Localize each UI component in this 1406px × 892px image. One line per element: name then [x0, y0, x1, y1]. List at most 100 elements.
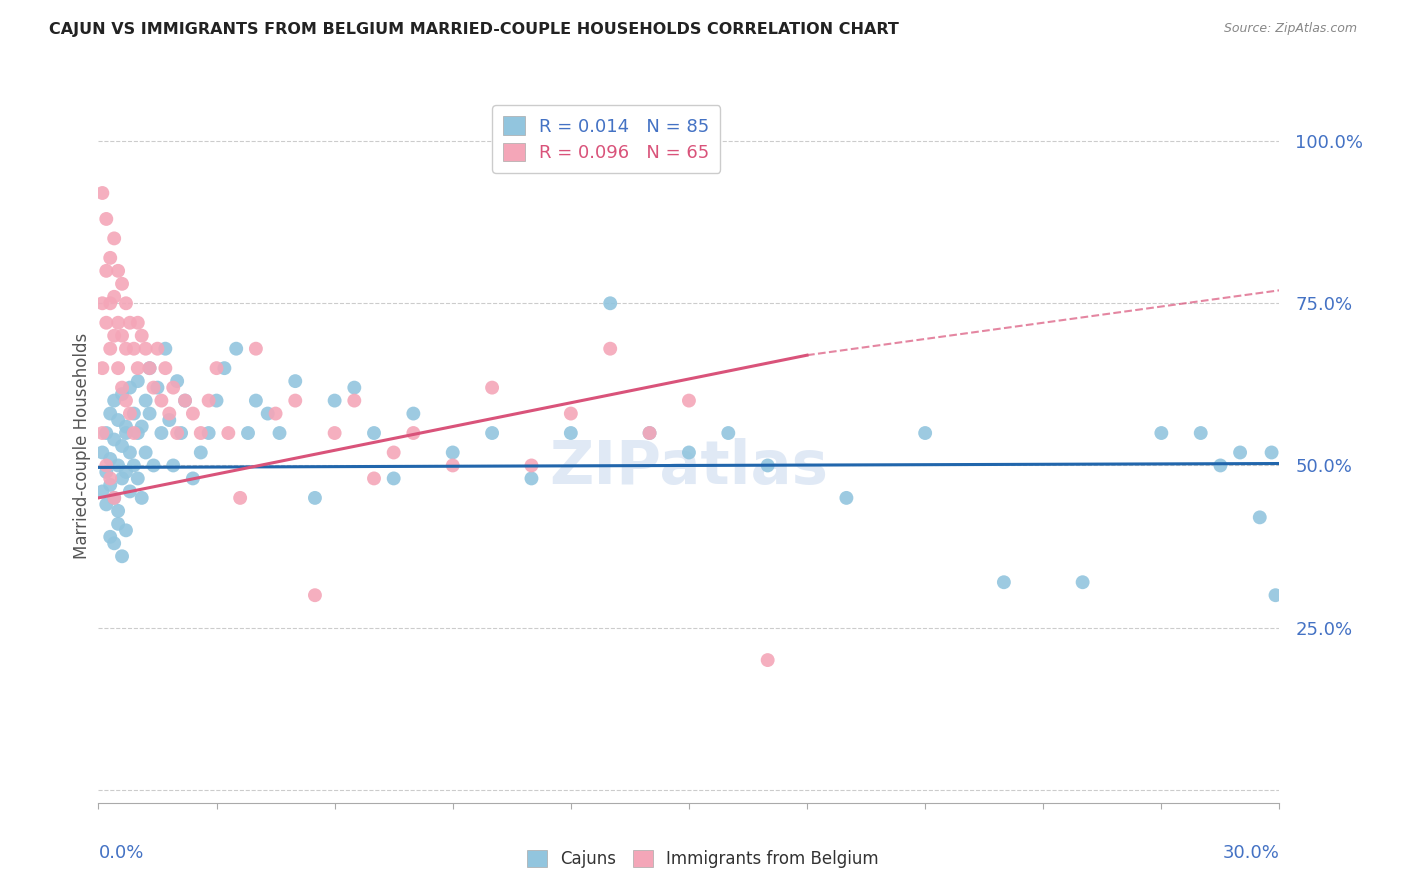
Point	[599, 342, 621, 356]
Point	[520, 458, 543, 473]
Point	[229, 491, 252, 505]
Point	[343, 381, 366, 395]
Point	[103, 536, 125, 550]
Point	[103, 433, 125, 447]
Point	[481, 381, 503, 395]
Point	[135, 342, 157, 356]
Point	[197, 425, 219, 440]
Point	[402, 407, 425, 421]
Point	[284, 393, 307, 408]
Point	[214, 361, 236, 376]
Point	[127, 374, 149, 388]
Point	[107, 458, 129, 473]
Y-axis label: Married-couple Households: Married-couple Households	[73, 333, 91, 559]
Point	[91, 445, 114, 459]
Point	[441, 445, 464, 459]
Point	[127, 361, 149, 376]
Point	[98, 342, 121, 356]
Point	[96, 264, 118, 278]
Point	[1209, 458, 1232, 473]
Point	[190, 445, 212, 459]
Point	[304, 588, 326, 602]
Point	[914, 425, 936, 440]
Point	[205, 393, 228, 408]
Point	[560, 425, 582, 440]
Point	[103, 491, 125, 505]
Point	[756, 458, 779, 473]
Point	[142, 458, 165, 473]
Point	[96, 211, 118, 226]
Point	[166, 374, 188, 388]
Point	[157, 413, 180, 427]
Point	[111, 381, 134, 395]
Point	[115, 393, 138, 408]
Point	[91, 484, 114, 499]
Point	[146, 381, 169, 395]
Point	[1229, 445, 1251, 459]
Point	[115, 524, 138, 538]
Point	[245, 342, 267, 356]
Point	[91, 186, 114, 200]
Point	[118, 407, 141, 421]
Point	[122, 458, 145, 473]
Point	[122, 407, 145, 421]
Point	[150, 425, 173, 440]
Point	[98, 407, 121, 421]
Point	[111, 439, 134, 453]
Point	[1260, 445, 1282, 459]
Point	[520, 471, 543, 485]
Point	[111, 328, 134, 343]
Point	[111, 277, 134, 291]
Point	[131, 419, 153, 434]
Point	[162, 458, 184, 473]
Point	[103, 393, 125, 408]
Point	[111, 549, 134, 564]
Point	[1071, 575, 1094, 590]
Point	[599, 296, 621, 310]
Point	[98, 530, 121, 544]
Point	[269, 425, 291, 440]
Point	[197, 393, 219, 408]
Point	[96, 316, 118, 330]
Point	[127, 316, 149, 330]
Point	[174, 393, 197, 408]
Point	[91, 361, 114, 376]
Point	[118, 381, 141, 395]
Point	[91, 296, 114, 310]
Point	[135, 393, 157, 408]
Point	[256, 407, 278, 421]
Point	[155, 342, 177, 356]
Point	[98, 251, 121, 265]
Point	[122, 342, 145, 356]
Point	[1150, 425, 1173, 440]
Point	[225, 342, 247, 356]
Point	[678, 393, 700, 408]
Point	[323, 425, 346, 440]
Point	[131, 328, 153, 343]
Point	[205, 361, 228, 376]
Point	[127, 425, 149, 440]
Point	[107, 361, 129, 376]
Legend: Cajuns, Immigrants from Belgium: Cajuns, Immigrants from Belgium	[520, 843, 886, 875]
Point	[96, 465, 118, 479]
Point	[107, 264, 129, 278]
Point	[1249, 510, 1271, 524]
Point	[138, 407, 160, 421]
Point	[402, 425, 425, 440]
Point	[382, 471, 405, 485]
Point	[174, 393, 197, 408]
Point	[138, 361, 160, 376]
Point	[107, 504, 129, 518]
Point	[756, 653, 779, 667]
Point	[363, 471, 385, 485]
Point	[217, 425, 239, 440]
Point	[115, 342, 138, 356]
Point	[323, 393, 346, 408]
Point	[343, 393, 366, 408]
Point	[304, 491, 326, 505]
Point	[236, 425, 259, 440]
Point	[441, 458, 464, 473]
Point	[150, 393, 173, 408]
Point	[138, 361, 160, 376]
Text: 30.0%: 30.0%	[1223, 845, 1279, 863]
